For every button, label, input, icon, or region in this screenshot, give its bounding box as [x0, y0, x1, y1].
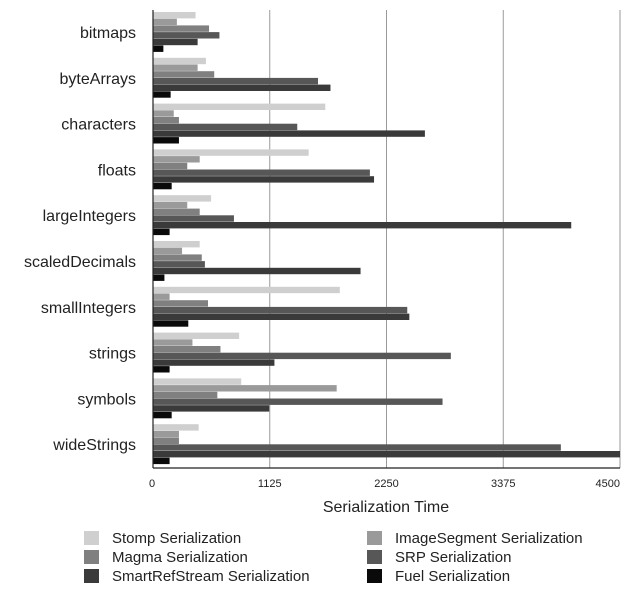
legend-label: SmartRefStream Serialization	[112, 568, 310, 585]
bar-smallIntegers-2	[153, 300, 209, 307]
bar-floats-2	[153, 162, 188, 170]
bar-characters-2	[153, 117, 179, 124]
bar-scaledDecimals-2	[153, 254, 202, 261]
legend-label: ImageSegment Serialization	[395, 530, 583, 547]
bar-largeIntegers-4	[153, 222, 572, 229]
bar-largeIntegers-5	[153, 228, 170, 236]
bar-strings-1	[153, 339, 193, 346]
category-label: strings	[89, 346, 136, 363]
bar-bitmaps-0	[153, 12, 196, 19]
legend-label: Stomp Serialization	[112, 530, 241, 547]
bar-smallIntegers-5	[153, 320, 189, 327]
legend-swatch	[367, 550, 382, 564]
bar-strings-2	[153, 346, 221, 353]
bar-bitmaps-3	[153, 32, 220, 39]
bar-wideStrings-3	[153, 444, 561, 451]
bar-largeIntegers-3	[153, 215, 234, 222]
x-tick-label: 3375	[491, 478, 515, 490]
x-tick-label: 0	[149, 478, 155, 490]
category-label: symbols	[77, 391, 136, 408]
category-label: byteArrays	[60, 71, 136, 88]
bar-characters-1	[153, 110, 174, 117]
bar-scaledDecimals-0	[153, 241, 200, 248]
category-labels: bitmaps byteArrays characters floats largeIn…	[24, 25, 136, 454]
bar-bitmaps-1	[153, 18, 177, 26]
legend-swatch	[84, 569, 99, 583]
category-label: bitmaps	[80, 25, 136, 42]
x-tick-label: 4500	[596, 478, 620, 490]
bar-bitmaps-2	[153, 25, 210, 32]
axes	[152, 10, 620, 469]
legend-swatch	[367, 569, 382, 583]
legend-swatch	[84, 531, 99, 545]
bar-characters-4	[153, 130, 425, 137]
category-label: smallIntegers	[41, 300, 136, 317]
bar-smallIntegers-4	[153, 313, 410, 320]
bar-smallIntegers-3	[153, 306, 408, 314]
bar-characters-3	[153, 123, 298, 131]
bar-floats-4	[153, 176, 375, 183]
bar-bitmaps-4	[153, 38, 198, 46]
bar-largeIntegers-2	[153, 208, 200, 215]
bar-byteArrays-4	[153, 84, 331, 91]
bar-bitmaps-5	[153, 45, 164, 52]
legend-label: SRP Serialization	[395, 549, 511, 566]
x-tick-label: 1125	[258, 478, 282, 490]
bar-byteArrays-0	[153, 57, 206, 65]
legend-label: Magma Serialization	[112, 549, 248, 566]
bar-characters-5	[153, 137, 179, 144]
grid-lines	[269, 10, 621, 468]
bar-wideStrings-1	[153, 430, 179, 438]
bar-wideStrings-2	[153, 437, 179, 444]
bar-smallIntegers-0	[153, 286, 340, 294]
bar-largeIntegers-1	[153, 201, 188, 209]
bar-wideStrings-0	[153, 424, 199, 431]
bar-symbols-4	[153, 405, 270, 412]
bar-scaledDecimals-1	[153, 247, 183, 255]
category-label: largeIntegers	[43, 208, 136, 225]
bar-symbols-0	[153, 378, 242, 385]
bar-floats-0	[153, 149, 309, 156]
bar-floats-5	[153, 182, 172, 190]
category-label: scaledDecimals	[24, 254, 136, 271]
bar-characters-0	[153, 103, 326, 110]
legend-label: Fuel Serialization	[395, 568, 510, 585]
bar-byteArrays-1	[153, 64, 198, 71]
bar-floats-3	[153, 169, 370, 176]
category-label: floats	[98, 162, 136, 179]
bar-scaledDecimals-5	[153, 274, 165, 281]
x-tick-labels: 0 1125 2250 3375 4500	[149, 478, 620, 490]
bar-symbols-2	[153, 391, 218, 399]
bar-byteArrays-5	[153, 91, 171, 98]
bar-symbols-1	[153, 385, 337, 392]
x-tick-label: 2250	[374, 478, 398, 490]
bar-strings-4	[153, 359, 275, 366]
bar-strings-0	[153, 332, 240, 339]
bar-byteArrays-2	[153, 71, 215, 78]
bar-wideStrings-4	[153, 451, 620, 458]
bar-strings-3	[153, 352, 451, 360]
bar-largeIntegers-0	[153, 195, 212, 202]
category-label: wideStrings	[52, 437, 136, 454]
bar-byteArrays-3	[153, 77, 319, 85]
bar-smallIntegers-1	[153, 293, 170, 300]
bar-strings-5	[153, 366, 170, 373]
bar-symbols-3	[153, 398, 443, 405]
bar-scaledDecimals-4	[153, 267, 361, 275]
category-label: characters	[61, 117, 136, 134]
bar-scaledDecimals-3	[153, 261, 205, 268]
legend: Stomp Serialization Magma Serialization Sm…	[84, 530, 583, 585]
bars	[153, 12, 620, 465]
bar-floats-1	[153, 156, 200, 163]
legend-swatch	[367, 531, 382, 545]
bar-symbols-5	[153, 411, 172, 419]
legend-swatch	[84, 550, 99, 564]
bar-wideStrings-5	[153, 457, 170, 465]
x-axis-title: Serialization Time	[323, 499, 449, 516]
